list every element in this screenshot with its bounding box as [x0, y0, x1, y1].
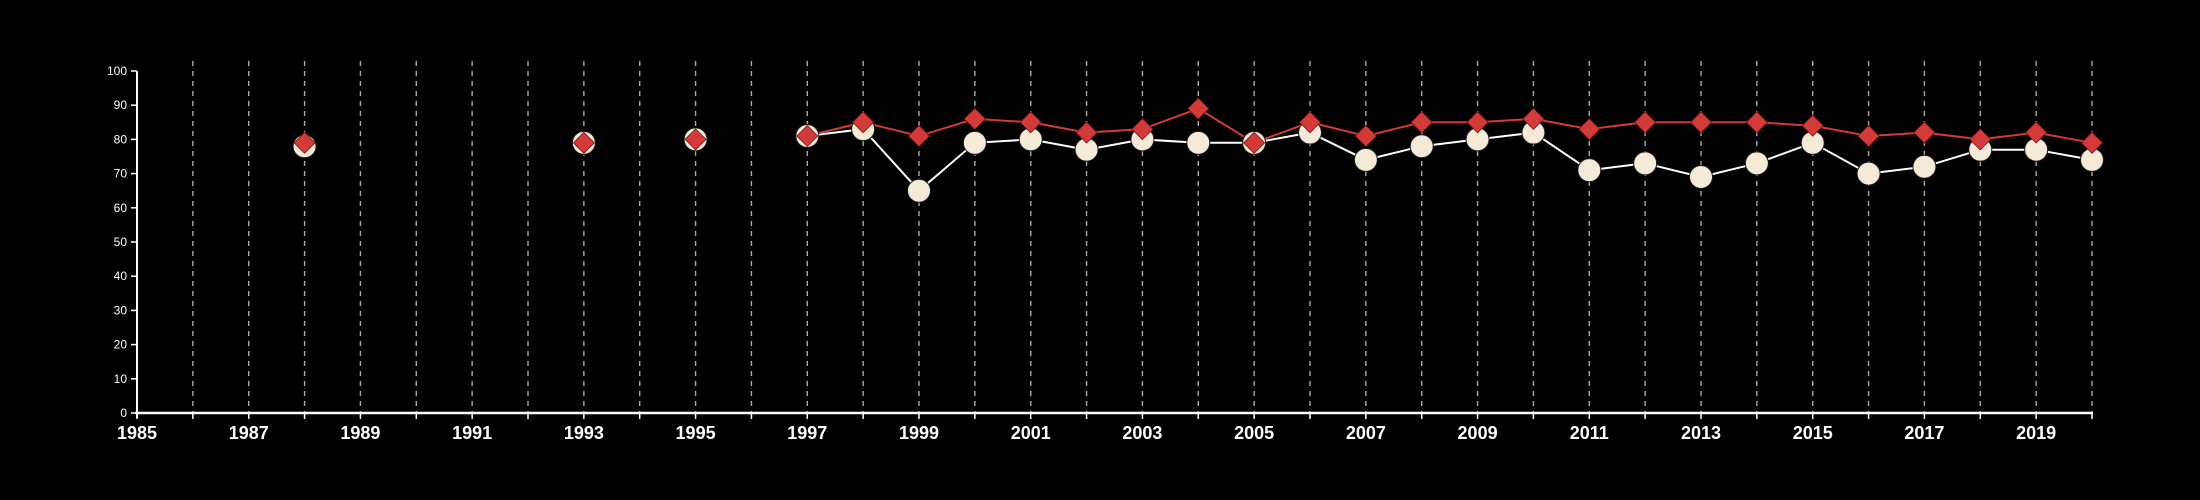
point-diamond-2015 — [1801, 114, 1824, 137]
point-diamond-1997 — [796, 124, 819, 148]
x-tick-label-2015: 2015 — [1793, 423, 1833, 443]
point-diamond-1988 — [293, 131, 316, 154]
point-diamond-2014 — [1745, 111, 1768, 134]
point-diamond-2016 — [1857, 124, 1880, 148]
point-diamond-2009 — [1466, 111, 1489, 134]
point-circle-2000 — [962, 130, 987, 155]
point-circle-2012 — [1633, 151, 1658, 176]
point-diamond-1999 — [907, 124, 931, 148]
point-circle-2014 — [1744, 151, 1769, 176]
series-line-1 — [807, 107, 2093, 144]
x-tick-label-1997: 1997 — [787, 423, 827, 443]
point-circle-2016 — [1856, 161, 1881, 186]
x-tick-label-1993: 1993 — [564, 423, 604, 443]
point-diamond-2017 — [1913, 121, 1936, 144]
point-diamond-2020 — [2080, 131, 2104, 154]
point-circle-2013 — [1689, 165, 1713, 190]
series-layer — [292, 97, 2104, 203]
y-tick-label-90: 90 — [114, 98, 128, 112]
point-diamond-2004 — [1187, 97, 1210, 120]
point-diamond-2019 — [2025, 121, 2048, 144]
point-diamond-1995 — [684, 128, 707, 151]
x-tick-label-2007: 2007 — [1346, 423, 1386, 443]
x-tick-label-1995: 1995 — [676, 423, 716, 443]
point-diamond-2000 — [963, 107, 986, 130]
grid-layer — [192, 61, 2093, 413]
point-diamond-2018 — [1969, 128, 1992, 151]
y-tick-label-60: 60 — [114, 201, 128, 215]
point-circle-2008 — [1409, 134, 1434, 159]
axis-layer: 0 10 20 30 40 50 60 70 80 90 100 1985 1987 1989 1991 19… — [107, 64, 2093, 443]
x-tick-label-1985: 1985 — [117, 423, 157, 443]
x-tick-label-1999: 1999 — [899, 423, 939, 443]
point-circle-2011 — [1577, 158, 1602, 183]
y-tick-label-100: 100 — [107, 64, 127, 78]
point-circle-2017 — [1912, 154, 1937, 179]
point-diamond-1998 — [852, 111, 875, 134]
series-line-0 — [807, 128, 2093, 193]
y-tick-label-80: 80 — [114, 132, 128, 146]
x-tick-label-2003: 2003 — [1122, 423, 1162, 443]
point-diamond-2008 — [1410, 111, 1433, 134]
point-circle-1999 — [907, 178, 931, 203]
point-circle-2004 — [1186, 130, 1211, 155]
y-tick-label-10: 10 — [114, 372, 128, 386]
point-diamond-1993 — [572, 131, 595, 154]
y-tick-label-40: 40 — [114, 269, 128, 283]
x-tick-label-2001: 2001 — [1011, 423, 1051, 443]
point-diamond-2003 — [1131, 118, 1154, 141]
point-diamond-2012 — [1634, 111, 1657, 134]
x-tick-label-2017: 2017 — [1904, 423, 1944, 443]
x-tick-label-1987: 1987 — [229, 423, 269, 443]
x-tick-label-2009: 2009 — [1458, 423, 1498, 443]
point-circle-2007 — [1353, 147, 1378, 172]
x-tick-label-2013: 2013 — [1681, 423, 1721, 443]
x-tick-label-2005: 2005 — [1234, 423, 1274, 443]
point-diamond-2010 — [1522, 107, 1545, 130]
y-tick-label-50: 50 — [114, 235, 128, 249]
x-tick-label-1989: 1989 — [340, 423, 380, 443]
point-diamond-2006 — [1298, 111, 1322, 134]
point-diamond-2011 — [1578, 118, 1601, 141]
point-diamond-2001 — [1019, 111, 1042, 134]
x-tick-label-2019: 2019 — [2016, 423, 2056, 443]
y-tick-label-20: 20 — [114, 338, 128, 352]
point-diamond-2002 — [1075, 121, 1098, 144]
point-diamond-2007 — [1354, 124, 1377, 148]
y-tick-label-70: 70 — [114, 167, 128, 181]
point-diamond-2005 — [1243, 131, 1266, 154]
y-tick-label-0: 0 — [120, 406, 127, 420]
point-diamond-2013 — [1689, 111, 1713, 134]
x-tick-label-2011: 2011 — [1570, 423, 1609, 443]
y-tick-label-30: 30 — [114, 303, 128, 317]
x-tick-label-1991: 1991 — [452, 423, 492, 443]
